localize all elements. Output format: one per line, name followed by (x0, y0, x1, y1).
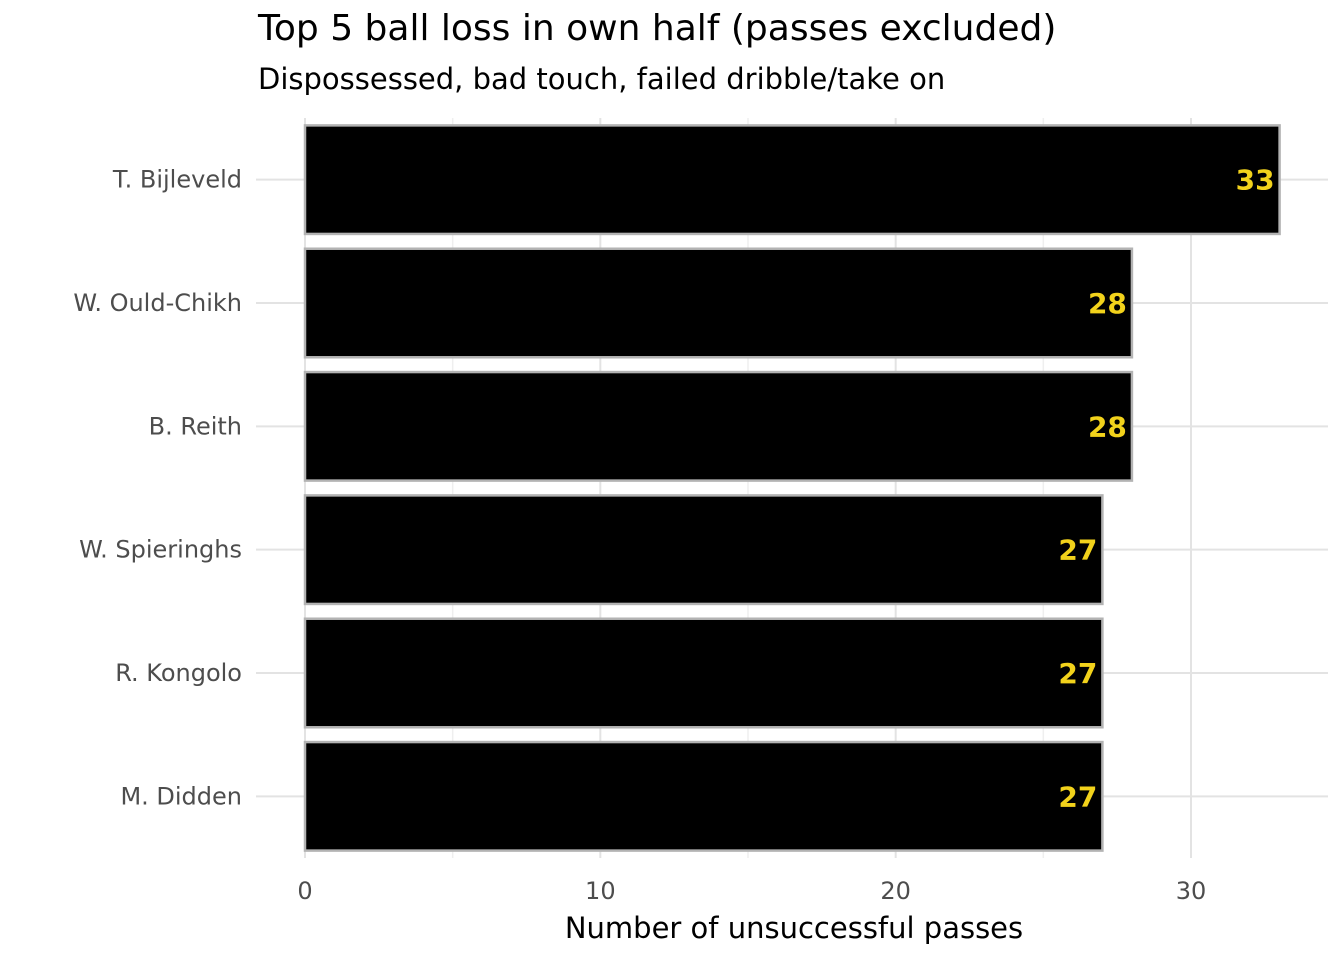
bar-value-label: 33 (1236, 164, 1275, 197)
x-tick-label: 30 (1176, 877, 1207, 905)
y-tick-label: R. Kongolo (115, 659, 242, 687)
x-tick-label: 10 (585, 877, 616, 905)
bar-value-label: 27 (1058, 657, 1097, 690)
bar (303, 124, 1281, 236)
bar (303, 617, 1104, 729)
y-axis-tick-labels: T. Bijleveld W. Ould-Chikh B. Reith W. Spie… (73, 166, 242, 811)
value-labels: 33 28 28 27 27 27 (1058, 164, 1274, 814)
bar (303, 740, 1104, 852)
chart-title: Top 5 ball loss in own half (passes excl… (258, 8, 1057, 49)
chart-subtitle: Dispossessed, bad touch, failed dribble/… (258, 62, 946, 96)
bar (303, 494, 1104, 606)
x-axis-label: Number of unsuccessful passes (565, 911, 1023, 945)
bar-value-label: 28 (1088, 410, 1127, 443)
x-tick-label: 20 (880, 877, 911, 905)
y-tick-label: T. Bijleveld (112, 166, 242, 194)
x-tick-label: 0 (297, 877, 312, 905)
x-axis-tick-labels: 0 10 20 30 (297, 877, 1206, 905)
y-tick-label: W. Ould-Chikh (73, 289, 242, 317)
y-tick-label: W. Spieringhs (79, 536, 242, 564)
bar-value-label: 27 (1058, 534, 1097, 567)
y-tick-label: B. Reith (149, 412, 242, 440)
bar (303, 370, 1134, 482)
y-tick-label: M. Didden (120, 782, 242, 810)
bars (303, 124, 1281, 852)
bar-value-label: 27 (1058, 780, 1097, 813)
bar-value-label: 28 (1088, 287, 1127, 320)
bar (303, 247, 1134, 359)
